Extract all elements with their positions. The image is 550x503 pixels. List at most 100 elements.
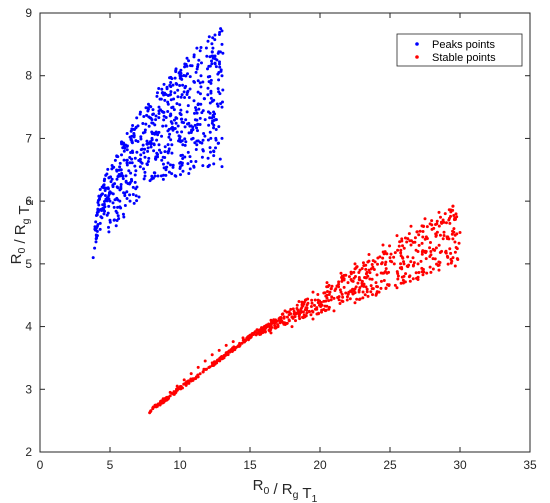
peak-point [154, 118, 158, 122]
stable-point [208, 365, 212, 369]
peak-point [220, 29, 224, 33]
stable-point [213, 362, 217, 366]
peak-point [113, 182, 117, 186]
peak-point [121, 212, 125, 216]
stable-point [413, 240, 417, 244]
stable-point [404, 272, 408, 276]
peak-point [217, 62, 221, 66]
peak-point [105, 213, 109, 217]
peak-point [125, 161, 129, 165]
stable-point [276, 324, 280, 328]
peak-point [201, 148, 205, 152]
peak-point [157, 143, 161, 147]
stable-point [407, 275, 411, 279]
stable-point [161, 398, 165, 402]
peak-point [95, 211, 99, 215]
peak-point [117, 168, 121, 172]
stable-point [305, 306, 309, 310]
peak-point [156, 133, 160, 137]
stable-point [437, 210, 441, 214]
stable-point [408, 279, 412, 283]
stable-point [425, 225, 429, 229]
peak-point [142, 167, 146, 171]
peak-point [106, 195, 110, 199]
stable-point [387, 270, 391, 274]
stable-point [307, 310, 311, 314]
peak-point [214, 138, 218, 142]
peak-point [182, 73, 186, 77]
peak-point [162, 166, 166, 170]
stable-point [409, 224, 413, 228]
peak-point [217, 60, 221, 64]
peak-point [98, 227, 102, 231]
stable-point [324, 294, 328, 298]
peak-point [125, 158, 129, 162]
stable-point [407, 232, 411, 236]
stable-point [399, 251, 403, 255]
stable-point [357, 290, 361, 294]
stable-point [316, 298, 320, 302]
y-axis-label: R0 / Rg T2 [8, 199, 36, 264]
y-tick-label: 3 [25, 382, 32, 396]
legend-marker-peaks [415, 42, 419, 46]
y-tick-label: 7 [25, 131, 32, 145]
peak-point [194, 106, 198, 110]
peak-point [157, 130, 161, 134]
peak-point [201, 80, 205, 84]
peak-point [193, 118, 197, 122]
peak-point [184, 62, 188, 66]
peak-point [152, 142, 156, 146]
peak-point [162, 114, 166, 118]
y-tick-label: 8 [25, 69, 32, 83]
stable-point [384, 267, 388, 271]
peak-point [196, 79, 200, 83]
peak-point [101, 208, 105, 212]
peak-point [215, 58, 219, 62]
stable-point [366, 274, 370, 278]
stable-point [447, 208, 451, 212]
peak-point [195, 67, 199, 71]
peak-point [135, 199, 139, 203]
stable-point [329, 298, 333, 302]
stable-point [287, 318, 291, 322]
stable-point [349, 270, 353, 274]
stable-point [164, 399, 168, 403]
stable-point [179, 385, 183, 389]
peak-point [169, 81, 173, 85]
peak-point [170, 143, 174, 147]
peak-point [218, 157, 222, 161]
peak-point [117, 174, 121, 178]
peak-point [147, 115, 151, 119]
peak-point [215, 102, 219, 106]
stable-point [353, 262, 357, 266]
stable-point [363, 293, 367, 297]
stable-point [443, 212, 447, 216]
stable-point [437, 224, 441, 228]
peak-point [174, 70, 178, 74]
stable-point [458, 231, 462, 234]
peak-point [131, 192, 135, 196]
stable-point [369, 284, 373, 288]
peak-point [170, 106, 174, 110]
stable-point [191, 377, 195, 381]
peak-point [203, 118, 207, 122]
peak-point [159, 151, 163, 155]
peak-point [164, 124, 168, 128]
stable-point [332, 296, 336, 300]
peak-point [190, 129, 194, 133]
stable-point [417, 233, 421, 237]
peak-point [146, 159, 150, 163]
peak-point [210, 50, 214, 54]
peak-point [119, 185, 123, 189]
peak-point [216, 104, 220, 108]
stable-point [434, 232, 438, 236]
peak-point [141, 122, 145, 126]
peak-point [174, 174, 178, 178]
stable-point [431, 267, 435, 271]
peak-point [144, 122, 148, 126]
peak-point [150, 174, 154, 178]
stable-point [371, 259, 375, 263]
stable-point [269, 328, 273, 332]
peak-point [179, 95, 183, 99]
peak-point [188, 155, 192, 159]
